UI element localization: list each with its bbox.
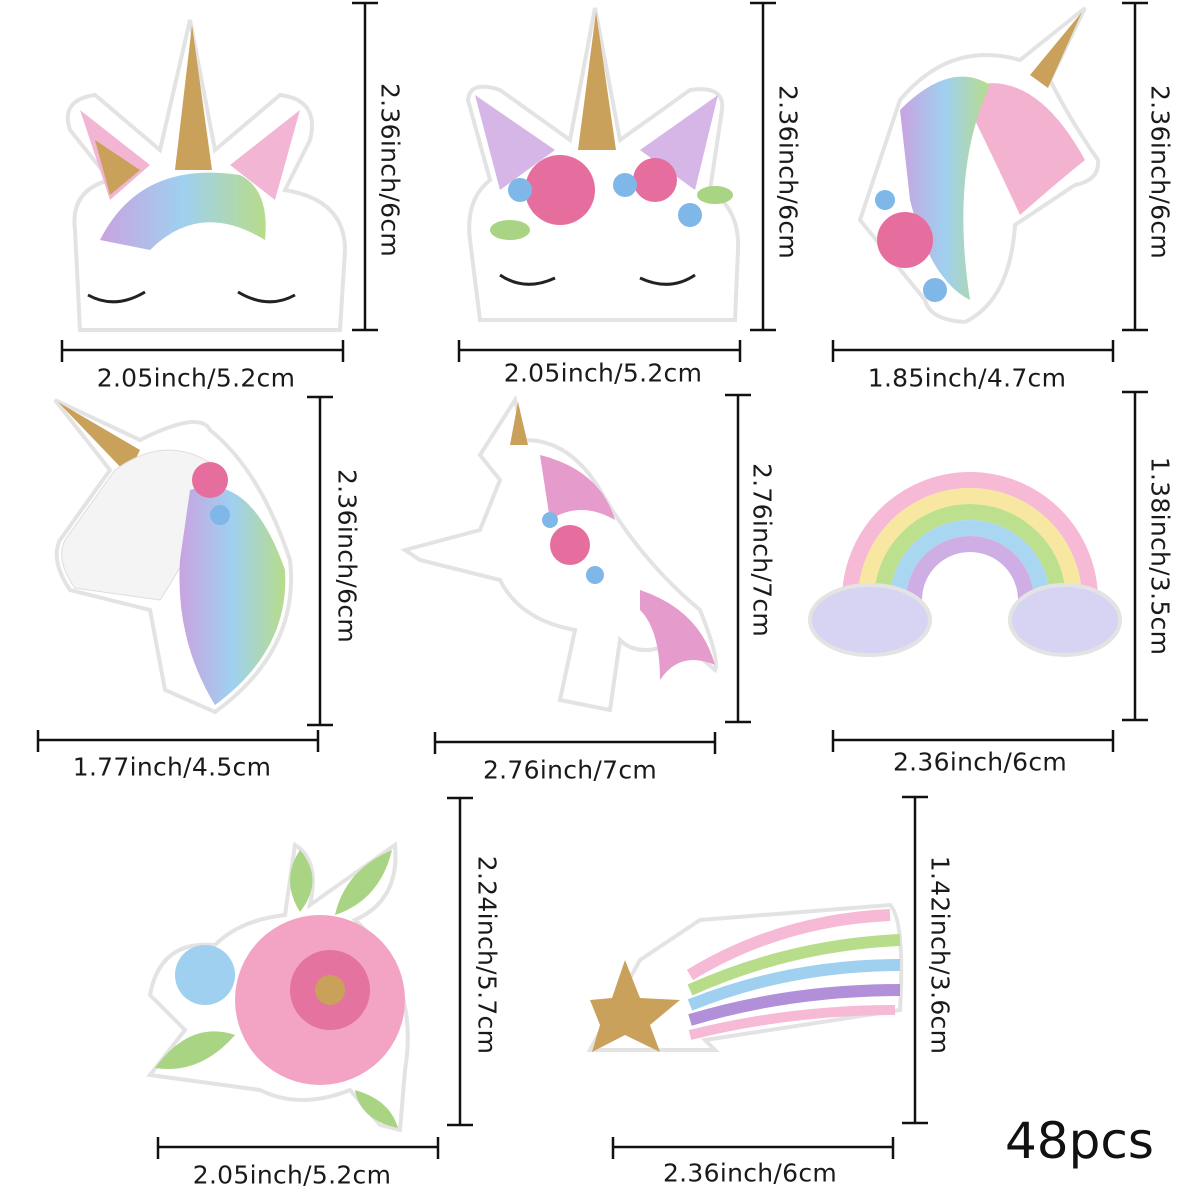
width-label-4: 1.77inch/4.5cm bbox=[72, 752, 272, 782]
height-label-8: 1.42inch/3.6cm bbox=[925, 855, 955, 1055]
sticker-rose bbox=[146, 841, 410, 1133]
height-label-2: 2.36inch/6cm bbox=[773, 84, 803, 260]
height-label-6: 1.38inch/3.5cm bbox=[1145, 456, 1175, 656]
sticker-unicorn-rearing bbox=[400, 394, 718, 713]
width-label-6: 2.36inch/6cm bbox=[892, 747, 1068, 777]
width-label-5: 2.76inch/7cm bbox=[482, 755, 658, 785]
sticker-unicorn-head-white bbox=[53, 398, 293, 715]
sticker-rainbow-clouds bbox=[790, 420, 1150, 657]
sticker-unicorn-face-1 bbox=[65, 19, 348, 332]
sticker-unicorn-face-2 bbox=[465, 7, 741, 322]
width-label-3: 1.85inch/4.7cm bbox=[867, 363, 1067, 393]
piece-count: 48pcs bbox=[1005, 1112, 1154, 1170]
sticker-unicorn-head-pink bbox=[857, 6, 1101, 325]
height-label-3: 2.36inch/6cm bbox=[1145, 84, 1175, 260]
height-label-5: 2.76inch/7cm bbox=[747, 462, 777, 638]
width-label-1: 2.05inch/5.2cm bbox=[96, 363, 296, 393]
sticker-shooting-star bbox=[586, 902, 904, 1052]
height-label-7: 2.24inch/5.7cm bbox=[472, 855, 502, 1055]
dimension-lines bbox=[36, 1, 1148, 1159]
height-label-1: 2.36inch/6cm bbox=[375, 82, 405, 258]
width-label-7: 2.05inch/5.2cm bbox=[192, 1160, 392, 1190]
height-label-4: 2.36inch/6cm bbox=[332, 468, 362, 644]
width-label-8: 2.36inch/6cm bbox=[662, 1158, 838, 1188]
width-label-2: 2.05inch/5.2cm bbox=[503, 358, 703, 388]
